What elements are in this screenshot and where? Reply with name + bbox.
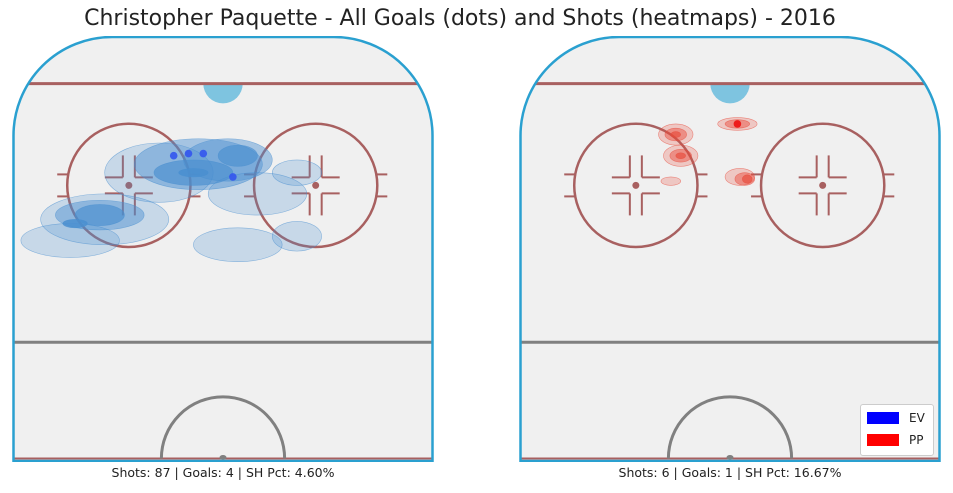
- pp-faceoff-circle-right: [759, 122, 886, 249]
- pp-shot-density-11: [742, 174, 753, 184]
- ev-goal-dot-2: [199, 149, 208, 158]
- pp-faceoff-dot-left: [632, 181, 640, 189]
- pp-goal-dot-0: [733, 120, 742, 128]
- legend-swatch-pp: [867, 434, 899, 446]
- ev-shot-density-11: [217, 144, 258, 167]
- pp-faceoff-dot-right: [819, 181, 827, 189]
- legend-label-pp: PP: [909, 433, 924, 447]
- ev-faceoff-dot-left: [125, 181, 133, 189]
- ev-shot-density-6: [271, 221, 322, 252]
- ev-summary-label: Shots: 87 | Goals: 4 | SH Pct: 4.60%: [111, 465, 335, 480]
- pp-center-circle: [666, 395, 794, 459]
- rink-panel-pp: [519, 36, 941, 462]
- ev-shot-density-12: [74, 204, 125, 226]
- ev-shot-density-4: [193, 227, 283, 263]
- legend-label-ev: EV: [909, 411, 925, 425]
- ev-faceoff-circle-right: [252, 122, 379, 249]
- ev-ice: [13, 37, 433, 461]
- ev-shot-heatmap: [20, 138, 322, 263]
- pp-ice: [520, 37, 940, 461]
- pp-shot-density-10: [675, 152, 686, 159]
- pp-center-dot: [726, 454, 734, 460]
- pp-boards: [519, 36, 941, 462]
- ev-shot-density-5: [271, 159, 322, 186]
- ev-goal-dot-3: [229, 173, 237, 181]
- ev-shot-density-13: [178, 168, 209, 178]
- legend: EV PP: [860, 404, 934, 456]
- rink-panel-ev: [12, 36, 434, 462]
- pp-shot-density-9: [670, 131, 682, 138]
- pp-goal-crease: [710, 83, 750, 104]
- ev-center-circle: [159, 395, 287, 459]
- ev-goal-crease: [203, 83, 243, 104]
- ev-center-dot: [219, 454, 227, 460]
- pp-shot-density-2: [660, 176, 682, 186]
- ev-shot-density-3: [207, 172, 308, 216]
- chart-title: Christopher Paquette - All Goals (dots) …: [84, 6, 836, 31]
- ev-boards: [12, 36, 434, 462]
- legend-swatch-ev: [867, 412, 899, 424]
- ev-shot-density-14: [62, 219, 88, 229]
- ev-faceoff-dot-right: [312, 181, 320, 189]
- pp-faceoff-circle-left: [572, 122, 699, 249]
- pp-summary-label: Shots: 6 | Goals: 1 | SH Pct: 16.67%: [618, 465, 842, 480]
- ev-goal-dot-1: [184, 149, 193, 158]
- ev-goal-dot-0: [169, 151, 178, 160]
